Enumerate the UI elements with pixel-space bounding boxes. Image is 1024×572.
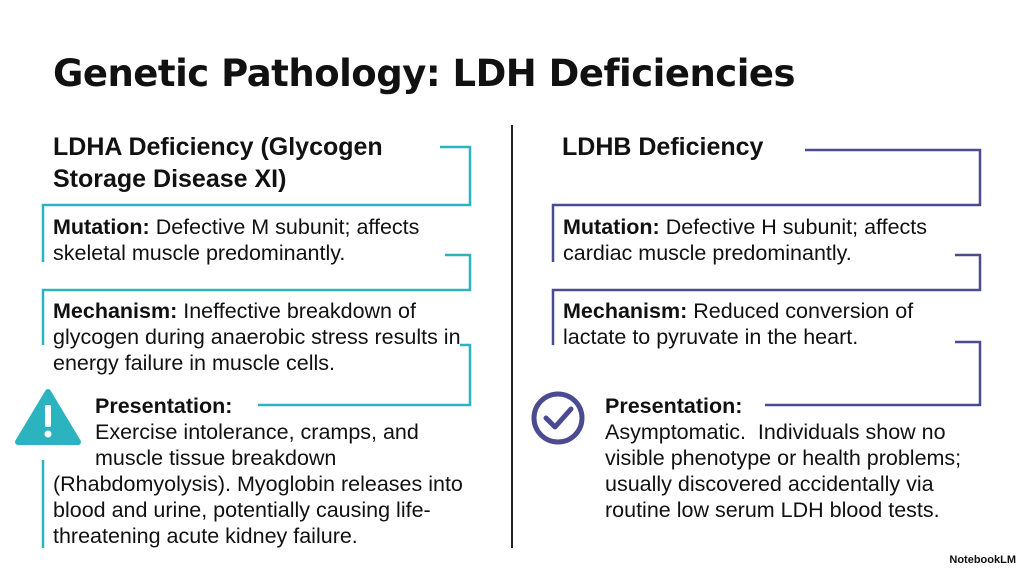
check-icon xyxy=(531,391,585,445)
text: Reduced conversion of lactate to pyruvat… xyxy=(563,299,914,349)
text: Defective M subunit; affects skeletal mu… xyxy=(53,215,420,265)
text: Asymptomatic. Individuals show no visibl… xyxy=(605,420,968,522)
left-presentation: Presentation: Exercise intolerance, cramp… xyxy=(53,393,483,549)
text: Exercise intolerance, cramps, and muscle… xyxy=(53,420,463,548)
text: Ineffective breakdown of glycogen during… xyxy=(53,299,461,375)
right-mechanism: Mechanism: Reduced conversion of lactate… xyxy=(563,298,963,350)
footer: NotebookLM xyxy=(949,554,1016,566)
label: Presentation: xyxy=(605,394,743,418)
left-heading: LDHA Deficiency (Glycogen Storage Diseas… xyxy=(53,133,383,193)
right-heading: LDHB Deficiency xyxy=(562,133,764,161)
label: Mechanism: xyxy=(53,299,178,323)
left-mutation: Mutation: Defective M subunit; affects s… xyxy=(53,214,473,266)
warning-icon xyxy=(15,389,81,445)
label: Mutation: xyxy=(563,215,660,239)
label: Presentation: xyxy=(95,394,233,418)
left-mechanism: Mechanism: Ineffective breakdown of glyc… xyxy=(53,298,473,376)
text: Defective H subunit; affects cardiac mus… xyxy=(563,215,928,265)
title: Genetic Pathology: LDH Deficiencies xyxy=(53,52,796,95)
right-presentation: Presentation: Asymptomatic. Individuals s… xyxy=(605,393,985,523)
right-mutation: Mutation: Defective H subunit; affects c… xyxy=(563,214,983,266)
label: Mechanism: xyxy=(563,299,688,323)
label: Mutation: xyxy=(53,215,150,239)
